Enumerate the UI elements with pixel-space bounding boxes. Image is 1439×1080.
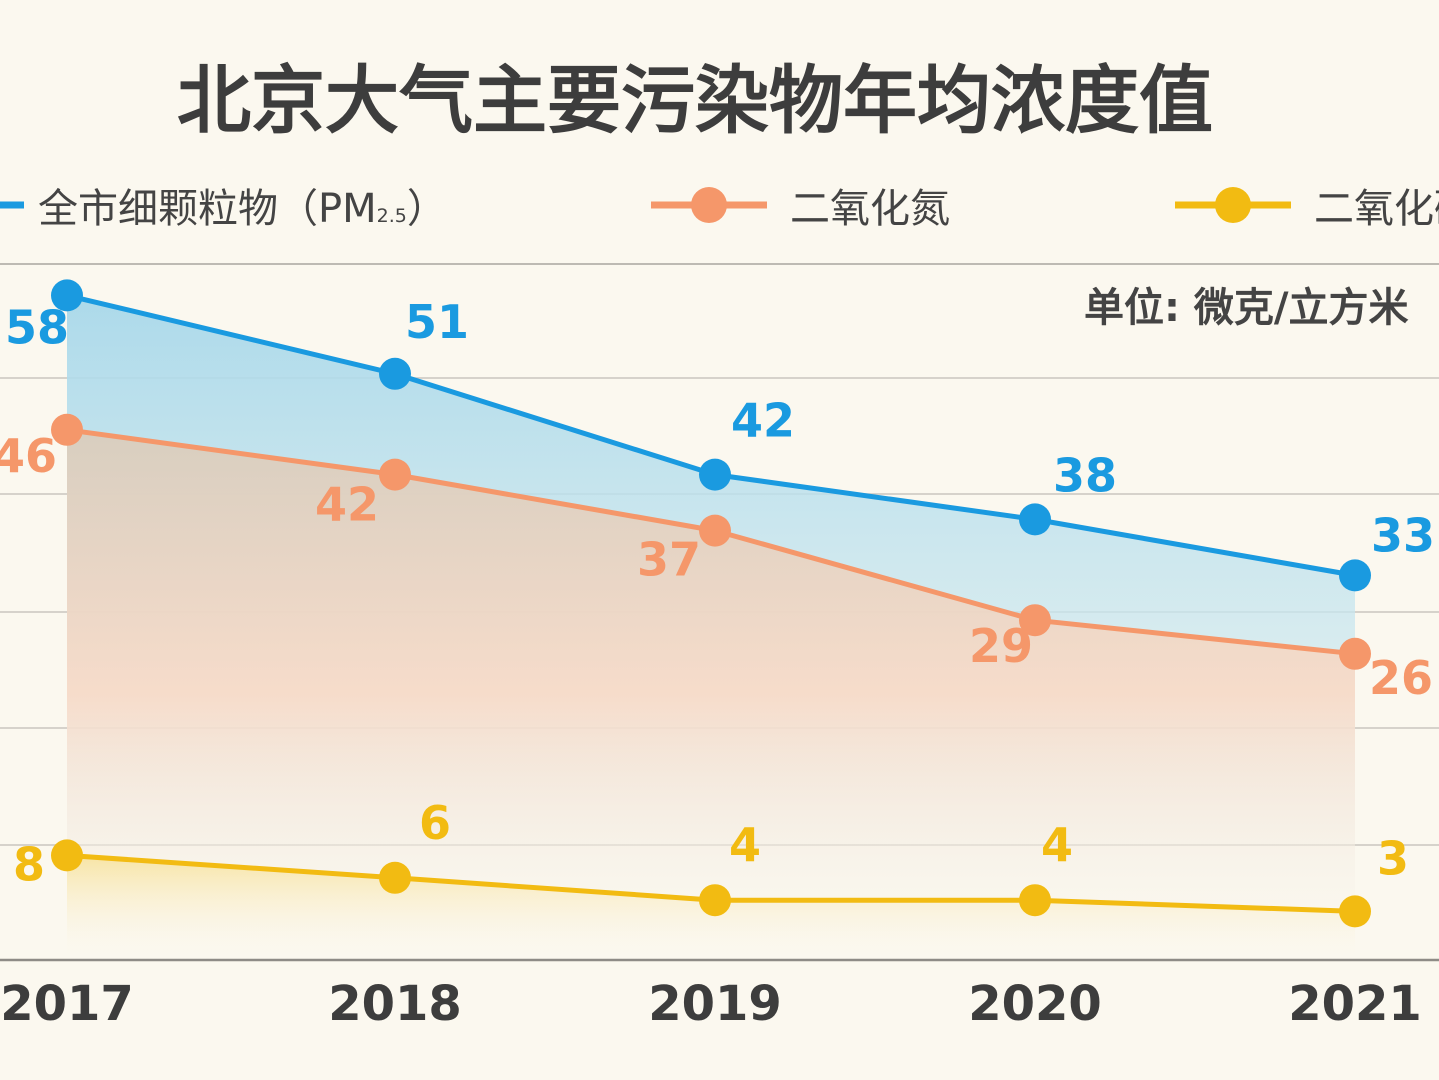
x-axis-ticks: 2017 2018 2019 2020 2021 [0,976,1422,1032]
point-pm25-2018 [379,357,411,390]
data-label-no2-2020: 29 [969,619,1033,673]
data-label-pm25-2018: 51 [405,295,469,349]
x-tick-label: 2021 [1288,976,1422,1032]
data-label-pm25-2020: 38 [1053,448,1117,502]
point-pm25-2017 [51,279,83,312]
legend-label-so2: 二氧化硫 [1314,186,1439,232]
data-label-no2-2018: 42 [315,478,379,532]
point-so2-2017 [51,839,83,872]
data-label-so2-2021: 3 [1377,831,1409,885]
legend: 全市细颗粒物（PM2.5） 二氧化氮 二氧化硫 [0,186,1439,232]
legend-item-no2: 二氧化氮 [651,186,950,232]
chart-title: 北京大气主要污染物年均浓度值 [177,58,1213,144]
data-label-pm25-2017: 58 [5,300,69,354]
point-pm25-2021 [1339,559,1371,592]
legend-item-pm25: 全市细颗粒物（PM2.5） [0,186,447,232]
unit-label: 单位: 微克/立方米 [1084,285,1409,331]
data-label-so2-2017: 8 [13,837,45,891]
point-so2-2021 [1339,895,1371,928]
x-tick-label: 2019 [648,976,782,1032]
x-tick-label: 2020 [968,976,1102,1032]
point-so2-2020 [1019,884,1051,917]
legend-marker-so2 [1215,187,1251,223]
legend-label-no2: 二氧化氮 [790,186,950,232]
data-label-so2-2019: 4 [729,818,761,872]
point-no2-2019 [699,514,731,547]
point-no2-2018 [379,458,411,491]
legend-marker-no2 [691,187,727,223]
area-no2 [67,429,1355,960]
data-label-pm25-2021: 33 [1371,508,1435,562]
x-tick-label: 2017 [0,976,134,1032]
legend-label-pm25: 全市细颗粒物（PM2.5） [38,186,447,232]
x-tick-label: 2018 [328,976,462,1032]
data-labels: 58 51 42 38 33 46 42 37 29 26 8 6 4 4 3 [0,295,1435,892]
data-label-no2-2021: 26 [1369,651,1433,705]
point-no2-2020 [1019,604,1051,637]
data-label-no2-2019: 37 [637,533,701,587]
area-fills [67,295,1355,960]
point-so2-2018 [379,861,411,894]
legend-item-so2: 二氧化硫 [1175,186,1439,232]
data-label-no2-2017: 46 [0,429,57,483]
point-pm25-2020 [1019,503,1051,536]
data-label-so2-2018: 6 [419,796,451,850]
data-label-pm25-2019: 42 [731,394,795,448]
point-so2-2019 [699,884,731,917]
point-pm25-2019 [699,458,731,491]
point-no2-2021 [1339,637,1371,670]
data-label-so2-2020: 4 [1041,818,1073,872]
point-no2-2017 [51,413,83,446]
data-points [51,279,1371,928]
